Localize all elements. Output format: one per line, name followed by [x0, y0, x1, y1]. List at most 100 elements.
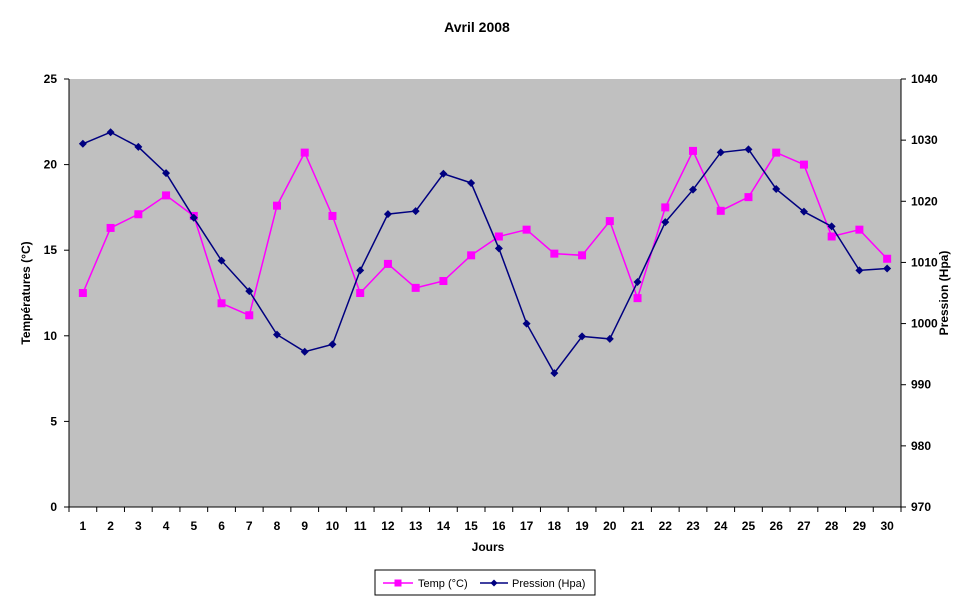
data-point-pression — [578, 332, 587, 341]
x-tick-label: 19 — [575, 519, 589, 533]
data-point-temp — [383, 259, 392, 268]
x-tick-label: 5 — [190, 519, 197, 533]
x-tick-label: 3 — [135, 519, 142, 533]
x-tick-label: 1 — [80, 519, 87, 533]
data-point-temp — [300, 148, 309, 157]
series-line-temp — [82, 149, 888, 317]
data-point-pression — [162, 169, 171, 178]
x-tick-label: 11 — [354, 519, 367, 533]
data-point-pression — [467, 178, 476, 187]
y2-axis-label: Pression (Hpa) — [937, 251, 951, 336]
data-point-pression — [134, 142, 143, 151]
x-tick-label: 14 — [437, 519, 451, 533]
legend-marker-pression — [490, 579, 498, 587]
plot-area — [69, 79, 901, 507]
right-tick-label: 1010 — [911, 255, 938, 269]
data-point-temp — [439, 277, 448, 286]
data-point-temp — [772, 148, 781, 157]
x-tick-label: 29 — [853, 519, 867, 533]
data-point-temp — [328, 211, 337, 220]
data-point-pression — [827, 222, 836, 231]
data-point-temp — [827, 232, 836, 241]
data-point-pression — [328, 340, 337, 349]
data-point-pression — [383, 210, 392, 219]
data-point-temp — [411, 283, 420, 292]
right-tick-label: 970 — [911, 500, 931, 514]
data-point-pression — [550, 369, 559, 378]
data-point-temp — [273, 201, 281, 210]
data-point-pression — [883, 264, 892, 273]
x-tick-label: 25 — [742, 519, 756, 533]
x-tick-label: 23 — [686, 519, 700, 533]
x-tick-label: 22 — [659, 519, 673, 533]
right-axis: 970 980 990 1000 1010 1020 1030 1040 — [900, 72, 938, 514]
x-tick-label: 26 — [770, 519, 784, 533]
data-point-pression — [799, 207, 808, 216]
data-point-temp — [522, 225, 531, 234]
data-point-pression — [855, 266, 864, 275]
data-point-pression — [300, 347, 309, 356]
x-tick-label: 17 — [520, 519, 534, 533]
data-point-pression — [439, 169, 448, 178]
left-tick-label: 0 — [50, 500, 57, 514]
data-point-pression — [494, 244, 503, 253]
data-point-temp — [633, 294, 642, 303]
x-tick-label: 10 — [326, 519, 340, 533]
x-tick-label: 18 — [548, 519, 562, 533]
data-point-temp — [744, 193, 753, 202]
left-tick-label: 25 — [44, 72, 58, 86]
x-tick-label: 6 — [218, 519, 225, 533]
data-point-pression — [716, 148, 725, 157]
data-point-pression — [772, 185, 781, 194]
data-point-pression — [605, 334, 614, 343]
data-point-pression — [106, 128, 115, 137]
left-tick-label: 5 — [50, 414, 57, 428]
data-point-temp — [855, 225, 864, 234]
data-point-temp — [467, 251, 476, 260]
data-point-pression — [245, 287, 254, 296]
left-axis: 0 5 10 15 20 25 — [44, 72, 70, 514]
right-tick-label: 1030 — [911, 133, 938, 147]
legend-marker-temp — [394, 579, 402, 587]
x-tick-label: 16 — [492, 519, 506, 533]
x-tick-label: 9 — [301, 519, 308, 533]
data-point-pression — [217, 256, 226, 265]
data-point-pression — [661, 218, 670, 227]
data-point-temp — [106, 223, 115, 232]
x-tick-label: 13 — [409, 519, 423, 533]
data-point-temp — [245, 311, 254, 320]
right-tick-label: 1020 — [911, 194, 938, 208]
left-tick-label: 20 — [44, 158, 58, 172]
data-point-temp — [689, 146, 697, 155]
data-point-pression — [633, 277, 642, 286]
data-point-pression — [744, 145, 753, 154]
legend-label-pression: Pression (Hpa) — [512, 578, 585, 590]
data-point-pression — [189, 213, 198, 222]
x-tick-label: 28 — [825, 519, 839, 533]
left-tick-label: 15 — [44, 243, 58, 257]
series-line-pression — [82, 131, 888, 375]
x-tick-label: 7 — [246, 519, 253, 533]
x-tick-label: 8 — [274, 519, 281, 533]
data-point-temp — [578, 251, 587, 260]
data-point-pression — [356, 266, 365, 275]
x-tick-label: 15 — [464, 519, 478, 533]
x-axis: 1 2 3 4 5 6 7 8 9 10 11 12 13 14 15 16 17 18 19 20 21 22 23 24 2… — [68, 506, 902, 533]
data-point-temp — [883, 254, 892, 263]
data-point-temp — [799, 160, 808, 169]
data-point-pression — [689, 185, 697, 194]
right-tick-label: 1000 — [911, 317, 938, 331]
data-point-temp — [217, 299, 226, 308]
x-tick-label: 4 — [163, 519, 170, 533]
data-point-temp — [78, 289, 87, 297]
legend-label-temp: Temp (°C) — [418, 578, 468, 590]
data-point-temp — [134, 210, 143, 219]
x-tick-label: 2 — [107, 519, 114, 533]
right-tick-label: 1040 — [911, 72, 938, 86]
series-layer — [78, 128, 892, 378]
legend: Temp (°C) Pression (Hpa) — [374, 569, 596, 596]
y-axis-label: Températures (°C) — [19, 241, 33, 344]
x-axis-label: Jours — [472, 540, 505, 554]
data-point-pression — [78, 139, 87, 148]
